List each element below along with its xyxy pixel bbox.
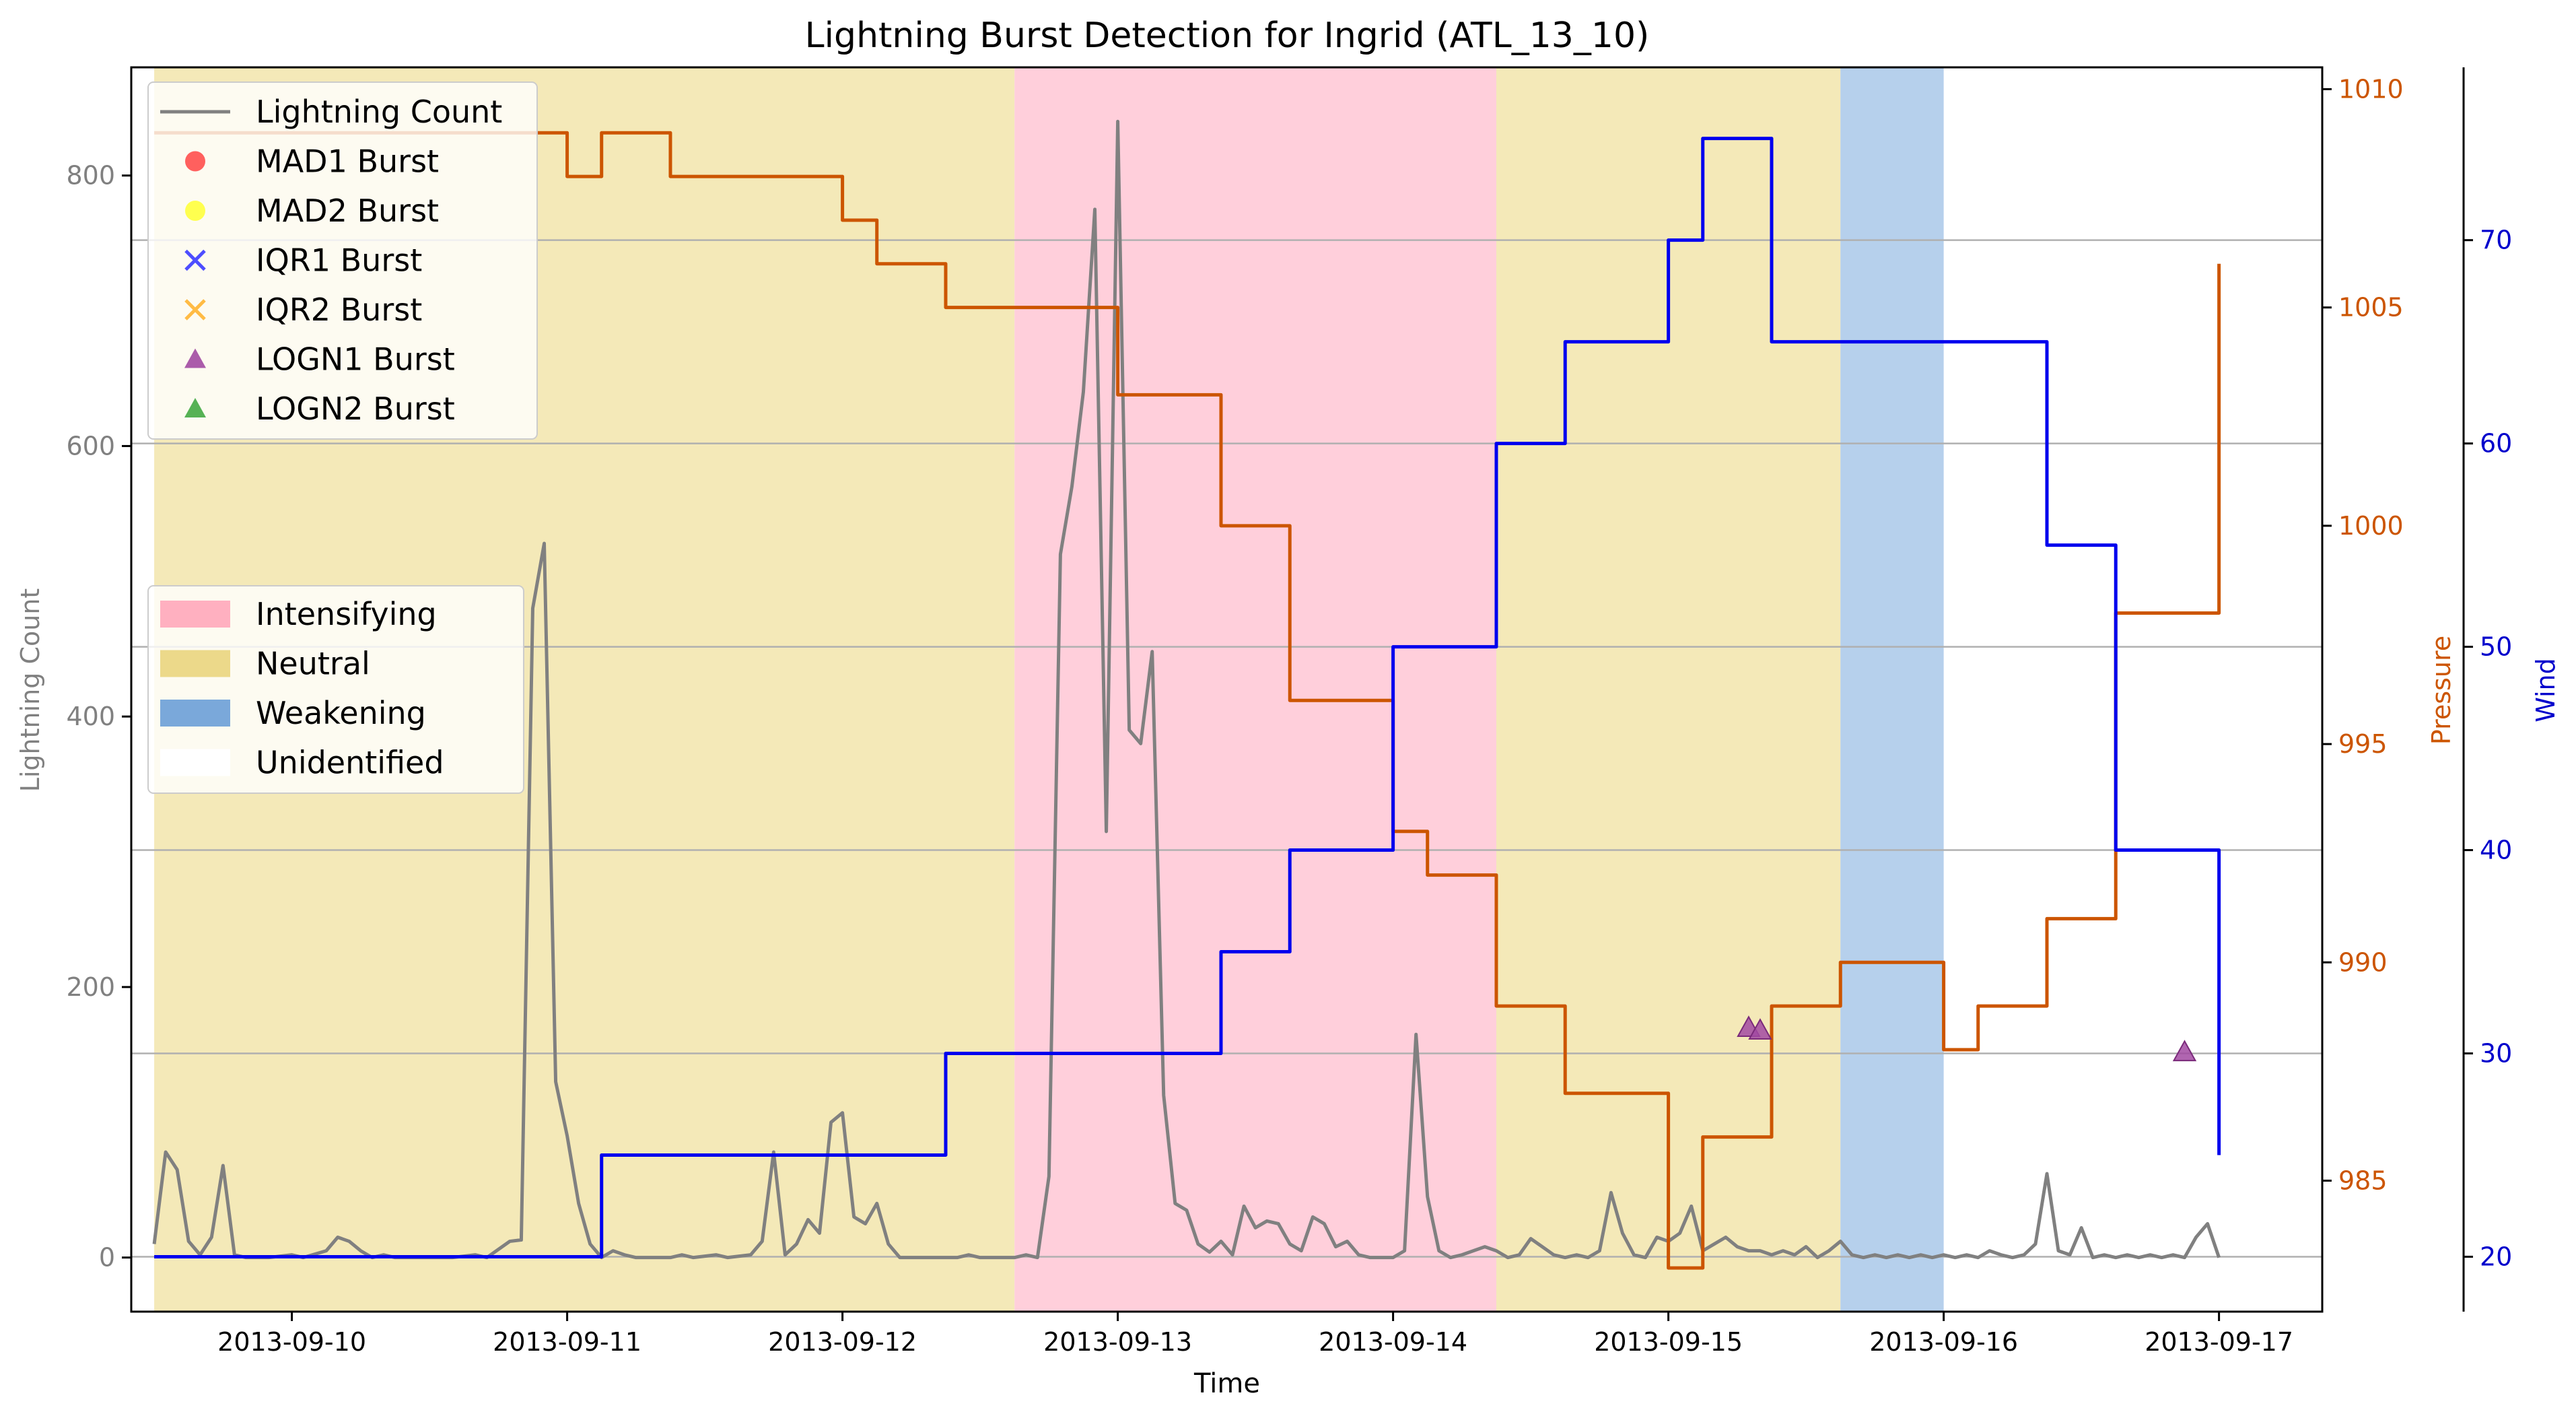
legend-phase-label: Neutral <box>256 646 370 682</box>
lightning-axis-label: Lightning Count <box>15 588 45 793</box>
legend-phases-box <box>147 585 524 794</box>
legend-phase-swatch <box>160 650 230 677</box>
legend-swatch-triangle <box>184 398 206 417</box>
legend-swatch-triangle <box>184 348 206 368</box>
legend-swatch-circle <box>185 151 205 172</box>
pressure-tick-label: 995 <box>2338 729 2388 759</box>
x-axis-label: Time <box>1193 1368 1260 1399</box>
legend-label: IQR2 Burst <box>256 292 422 328</box>
pressure-axis-label: Pressure <box>2427 636 2456 745</box>
wind-axis-label: Wind <box>2531 658 2561 722</box>
legend-label: Lightning Count <box>256 94 502 130</box>
x-tick-label: 2013-09-10 <box>217 1327 366 1357</box>
legend-phase-swatch <box>160 601 230 628</box>
legend-label: IQR1 Burst <box>256 242 422 279</box>
pressure-tick-label: 990 <box>2338 947 2388 977</box>
phase-bands <box>154 67 1944 1312</box>
legend-phase-swatch <box>160 749 230 776</box>
legend-swatch-x <box>184 299 206 321</box>
legend-phase-label: Unidentified <box>256 745 444 781</box>
pressure-axis: 985 990 995 1000 1005 1010 <box>2322 74 2404 1195</box>
y-tick-label: 800 <box>66 161 115 191</box>
pressure-tick-label: 1005 <box>2338 293 2404 323</box>
legend-phases: Intensifying Neutral Weakening Unidentified <box>147 585 524 794</box>
legend-phase-label: Intensifying <box>256 596 437 632</box>
plot-frame <box>130 66 2324 1313</box>
legend-series-box <box>147 81 538 440</box>
series-lines <box>152 119 2221 1270</box>
x-tick-label: 2013-09-11 <box>493 1327 641 1357</box>
y-tick-label: 200 <box>66 972 115 1002</box>
x-tick-label: 2013-09-13 <box>1043 1327 1192 1357</box>
burst-marker-logn1-burst <box>2172 1040 2197 1062</box>
legend-label: LOGN1 Burst <box>256 341 455 378</box>
y-tick-label: 600 <box>66 431 115 461</box>
wind-tick-label: 70 <box>2480 226 2512 255</box>
legend-swatch-x <box>184 249 206 271</box>
y-tick-label: 0 <box>99 1243 115 1273</box>
legend-phase-label: Weakening <box>256 695 426 731</box>
burst-markers <box>1737 1015 2197 1062</box>
wind-axis: 20 30 40 50 60 70 <box>2464 226 2512 1271</box>
x-tick-label: 2013-09-15 <box>1594 1327 1743 1357</box>
legend-swatch-x-stroke <box>184 299 206 321</box>
x-tick-label: 2013-09-14 <box>1319 1327 1467 1357</box>
series-line-pressure <box>154 131 2221 1270</box>
burst-marker-logn1-burst <box>1748 1018 1772 1040</box>
wind-tick-label: 50 <box>2480 632 2512 662</box>
phase-band-weakening <box>1840 67 1944 1312</box>
series-line-lightning-count <box>152 119 2221 1260</box>
x-tick-label: 2013-09-16 <box>1869 1327 2018 1357</box>
y-tick-label: 400 <box>66 702 115 731</box>
legend-series: Lightning Count MAD1 Burst MAD2 Burst IQR1 … <box>147 81 538 440</box>
legend-label: MAD1 Burst <box>256 143 439 180</box>
legend-swatch-x-stroke <box>184 249 206 271</box>
legend-phase-swatch <box>160 700 230 727</box>
wind-tick-label: 40 <box>2480 836 2512 865</box>
wind-tick-label: 20 <box>2480 1242 2512 1271</box>
legend-swatch-circle <box>185 201 205 221</box>
lightning-axis: 0 200 400 600 800 <box>66 161 131 1273</box>
wind-tick-label: 30 <box>2480 1039 2512 1069</box>
wind-tick-label: 60 <box>2480 429 2512 459</box>
x-tick-label: 2013-09-17 <box>2145 1327 2293 1357</box>
legend-label: LOGN2 Burst <box>256 391 455 427</box>
pressure-tick-label: 985 <box>2338 1166 2388 1195</box>
legend-label: MAD2 Burst <box>256 193 439 229</box>
pressure-tick-label: 1000 <box>2338 511 2404 541</box>
x-axis: 2013-09-10 2013-09-11 2013-09-12 2013-09-13… <box>217 1312 2293 1357</box>
chart-title: Lightning Burst Detection for Ingrid (AT… <box>805 15 1650 56</box>
pressure-tick-label: 1010 <box>2338 74 2404 104</box>
x-tick-label: 2013-09-12 <box>768 1327 917 1357</box>
series-line-wind <box>154 137 2221 1258</box>
